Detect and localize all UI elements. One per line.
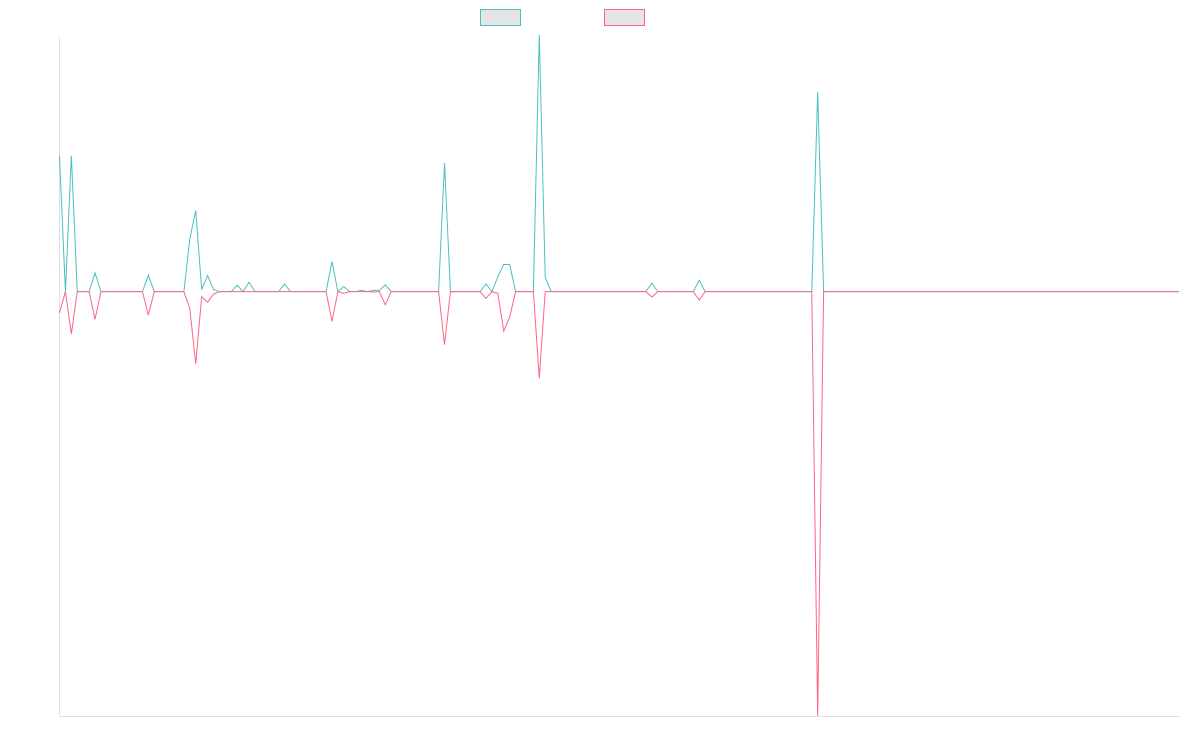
plot-area (59, 34, 1179, 717)
series-line-1 (59, 34, 1179, 293)
legend[interactable] (480, 9, 645, 26)
legend-swatch-series-1[interactable] (480, 9, 521, 26)
legend-swatch-series-2[interactable] (604, 9, 645, 26)
series-line-2 (59, 291, 1179, 717)
